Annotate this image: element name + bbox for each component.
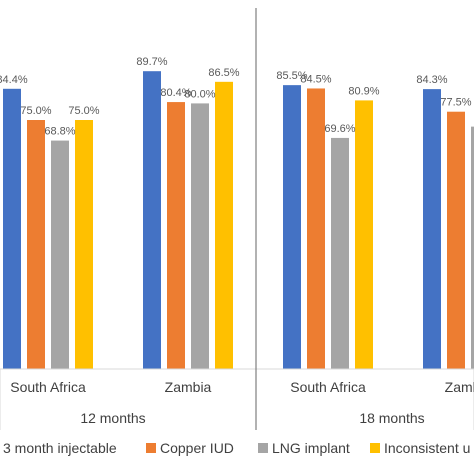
bar-2-2-2 <box>447 111 465 369</box>
value-label-2-1-4: 80.9% <box>348 85 379 97</box>
value-label-1-2-2: 80.4% <box>160 87 191 99</box>
category-label-1-2: Zambia <box>165 379 212 395</box>
bar-1-2-4 <box>215 81 233 369</box>
value-label-2-1-2: 84.5% <box>300 73 331 85</box>
value-label-2-1-1: 85.5% <box>276 70 307 82</box>
value-label-2-2-1: 84.3% <box>416 74 447 86</box>
value-label-2-2-2: 77.5% <box>440 97 471 109</box>
value-label-2-1-3: 69.6% <box>324 123 355 135</box>
bars-layer <box>3 71 474 370</box>
value-label-1-2-4: 86.5% <box>208 67 239 79</box>
category-label-1-1: South Africa <box>10 379 86 395</box>
legend-item-2: Copper IUD <box>146 440 234 456</box>
legend-item-4: Inconsistent u <box>370 440 470 456</box>
category-labels-layer: South Africa Zambia South Africa Zambia <box>10 379 474 395</box>
group-labels-layer: 12 months 18 months <box>80 410 424 426</box>
bar-2-1-1 <box>283 85 301 369</box>
bar-1-1-1 <box>3 88 21 370</box>
legend-label-1: 3 month injectable <box>3 440 117 456</box>
value-label-1-1-2: 75.0% <box>20 105 51 117</box>
legend-label-4: Inconsistent u <box>384 440 470 456</box>
bar-2-1-2 <box>307 88 325 370</box>
bar-2-2-3 <box>471 126 474 369</box>
bar-2-2-1 <box>423 89 441 370</box>
legend-label-2: Copper IUD <box>160 440 234 456</box>
value-label-1-1-1: 84.4% <box>0 74 28 86</box>
bar-1-2-3 <box>191 103 209 370</box>
bar-1-2-1 <box>143 71 161 370</box>
value-label-1-1-4: 75.0% <box>68 105 99 117</box>
legend-swatch-3 <box>258 443 268 453</box>
bar-2-1-3 <box>331 137 349 369</box>
group-label-2: 18 months <box>359 410 424 426</box>
legend-swatch-4 <box>370 443 380 453</box>
value-label-1-2-3: 80.0% <box>184 88 215 100</box>
group-label-1: 12 months <box>80 410 145 426</box>
value-labels-layer: 84.4% 75.0% 68.8% 75.0% 89.7% 80.4%80.0% 86.5%… <box>0 56 474 137</box>
bar-2-1-4 <box>355 100 373 370</box>
legend: 3 month injectable Copper IUD LNG implant I… <box>3 440 470 456</box>
legend-label-3: LNG implant <box>272 440 350 456</box>
value-label-1-2-1: 89.7% <box>136 56 167 68</box>
legend-swatch-2 <box>146 443 156 453</box>
legend-item-3: LNG implant <box>258 440 350 456</box>
bar-1-1-2 <box>27 120 45 369</box>
bar-1-1-3 <box>51 140 69 369</box>
legend-item-1: 3 month injectable <box>3 440 117 456</box>
bar-1-2-2 <box>167 102 185 370</box>
category-label-2-1: South Africa <box>290 379 366 395</box>
bar-1-1-4 <box>75 120 93 369</box>
category-label-2-2: Zambia <box>445 379 474 395</box>
value-label-1-1-3: 68.8% <box>44 126 75 138</box>
